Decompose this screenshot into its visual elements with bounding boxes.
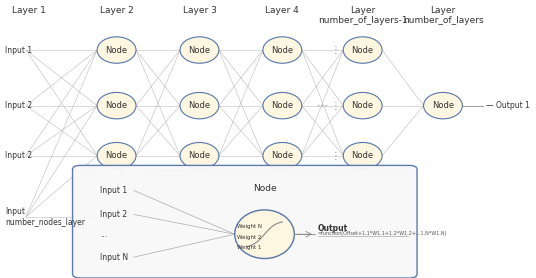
Ellipse shape [423, 93, 463, 119]
Ellipse shape [180, 37, 219, 63]
Text: Layer 2: Layer 2 [100, 6, 133, 14]
Text: ⋮: ⋮ [110, 210, 123, 223]
Text: Node: Node [106, 46, 128, 54]
Ellipse shape [263, 143, 302, 169]
Text: Input 2: Input 2 [5, 101, 32, 110]
Text: — Output 1: — Output 1 [486, 101, 530, 110]
Text: Layer 4: Layer 4 [265, 6, 299, 14]
Text: ⋮: ⋮ [331, 45, 340, 55]
Text: Node: Node [352, 151, 374, 160]
Text: Weight 2: Weight 2 [237, 235, 262, 240]
Ellipse shape [235, 210, 294, 259]
Text: Input 2: Input 2 [100, 210, 127, 219]
Text: Node: Node [252, 184, 277, 193]
Text: Node: Node [106, 151, 128, 160]
FancyBboxPatch shape [72, 165, 417, 278]
Text: Layer 3: Layer 3 [183, 6, 217, 14]
Text: Node: Node [106, 101, 128, 110]
Text: Node: Node [271, 101, 293, 110]
Text: Input N: Input N [100, 253, 128, 262]
Text: Input
number_nodes_layer: Input number_nodes_layer [5, 207, 85, 227]
Text: Input 1: Input 1 [100, 186, 127, 195]
Ellipse shape [263, 37, 302, 63]
Text: Layer 1: Layer 1 [12, 6, 46, 14]
Ellipse shape [180, 143, 219, 169]
Text: Layer
number_of_layers: Layer number_of_layers [403, 6, 483, 25]
Text: Node: Node [432, 101, 454, 110]
Text: Node: Node [271, 151, 293, 160]
Text: Weight 1: Weight 1 [237, 245, 262, 250]
Ellipse shape [97, 37, 136, 63]
Ellipse shape [97, 143, 136, 169]
Text: =function(Offset+1.1*W1.1+1.2*W1.2+...1.N*W1.N): =function(Offset+1.1*W1.1+1.2*W1.2+...1.… [318, 231, 447, 235]
Text: Output: Output [318, 224, 348, 233]
Ellipse shape [97, 93, 136, 119]
Text: Node: Node [188, 101, 211, 110]
Ellipse shape [180, 93, 219, 119]
Text: ...: ... [100, 230, 107, 239]
Text: Node: Node [271, 46, 293, 54]
Ellipse shape [343, 143, 382, 169]
Text: Node: Node [188, 151, 211, 160]
Text: Input 2: Input 2 [5, 151, 32, 160]
Text: Input 1: Input 1 [5, 46, 32, 54]
Text: ⋯: ⋯ [317, 101, 328, 111]
Text: Node: Node [188, 46, 211, 54]
Text: Layer
number_of_layers-1: Layer number_of_layers-1 [318, 6, 407, 25]
Text: Node: Node [352, 101, 374, 110]
Text: ⋮: ⋮ [331, 101, 340, 111]
Ellipse shape [343, 93, 382, 119]
Text: Node: Node [352, 46, 374, 54]
Text: ⋮: ⋮ [193, 210, 206, 223]
Text: ⋮: ⋮ [276, 210, 288, 223]
Text: ⋮: ⋮ [331, 151, 340, 161]
Text: Weight N: Weight N [237, 224, 262, 229]
Ellipse shape [343, 37, 382, 63]
Ellipse shape [263, 93, 302, 119]
